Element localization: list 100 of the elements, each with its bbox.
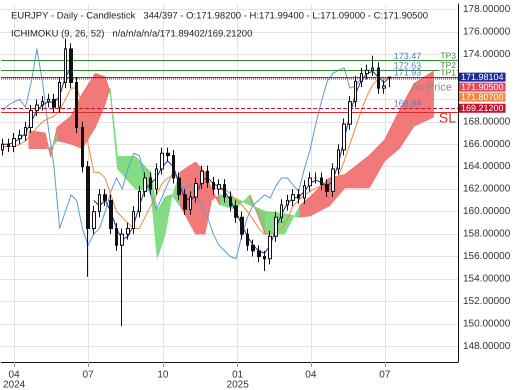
candlestick bbox=[149, 172, 152, 196]
candlestick bbox=[189, 190, 192, 216]
text: EURJPY - Daily - Candlestick 344/397 - O:171.98200 - H:171.99400 - L:171.09000 - C:171.90500 bbox=[11, 10, 428, 22]
y-tick-label: 166.00000 bbox=[463, 138, 511, 150]
x-tick-label: 07 bbox=[379, 370, 391, 380]
candlestick bbox=[223, 178, 226, 204]
candlestick bbox=[291, 188, 295, 207]
y-tick-label: 154.00000 bbox=[463, 273, 511, 284]
candlestick bbox=[115, 222, 118, 252]
y-tick-label: 158.00000 bbox=[463, 228, 511, 240]
y-tick-label: 148.00000 bbox=[463, 340, 511, 352]
ref-line-label: 171.80700 bbox=[461, 92, 504, 102]
candlestick bbox=[240, 211, 244, 240]
candlestick bbox=[177, 172, 181, 201]
candlestick bbox=[194, 177, 198, 204]
candlestick bbox=[325, 178, 329, 198]
candlestick bbox=[172, 149, 175, 184]
candlestick bbox=[280, 198, 283, 224]
candlestick bbox=[120, 228, 124, 327]
ref-line-label: TP3 bbox=[440, 50, 456, 60]
ref-line-label: 171.98104 bbox=[461, 72, 504, 82]
candlestick bbox=[246, 228, 249, 252]
candlestick bbox=[47, 93, 50, 108]
candlestick bbox=[257, 244, 261, 263]
x-tick-label: 07 bbox=[82, 370, 94, 380]
candlestick bbox=[229, 190, 232, 212]
candlestick bbox=[212, 176, 215, 196]
candlestick bbox=[320, 172, 323, 191]
candlestick bbox=[303, 180, 306, 204]
candlestick bbox=[52, 93, 56, 114]
candlestick bbox=[360, 67, 363, 88]
candlestick bbox=[103, 188, 107, 207]
ref-line-label: SL bbox=[438, 109, 456, 126]
ref-line-label: TP1 bbox=[440, 68, 456, 78]
candlestick bbox=[138, 185, 141, 218]
candlestick bbox=[155, 162, 158, 196]
candlestick bbox=[1, 138, 4, 156]
candlestick bbox=[69, 42, 73, 89]
y-tick-label: 164.00000 bbox=[463, 161, 511, 172]
candlestick bbox=[382, 80, 386, 94]
candlestick bbox=[166, 147, 170, 162]
ref-line-label: 171.90500 bbox=[461, 82, 504, 92]
candlestick bbox=[41, 96, 44, 112]
line-series bbox=[2, 48, 362, 260]
y-tick-label: 162.00000 bbox=[463, 184, 511, 195]
candlestick bbox=[365, 64, 369, 80]
candlestick bbox=[234, 200, 238, 224]
annotation: 173.47 bbox=[394, 50, 422, 61]
x-tick-label: 04 2024 bbox=[3, 370, 26, 390]
candlestick bbox=[109, 194, 113, 235]
candlestick bbox=[92, 206, 96, 235]
candlestick bbox=[29, 104, 33, 134]
candlestick bbox=[388, 76, 391, 88]
candlestick bbox=[354, 75, 357, 108]
candlestick bbox=[337, 144, 340, 176]
candlestick bbox=[217, 178, 221, 196]
y-tick-label: 150.00000 bbox=[463, 318, 511, 330]
candlestick bbox=[348, 96, 352, 130]
candlestick bbox=[200, 165, 204, 190]
y-tick-label: 174.00000 bbox=[463, 49, 511, 60]
candlestick bbox=[371, 55, 374, 76]
candlestick bbox=[35, 98, 39, 117]
candlestick bbox=[297, 188, 300, 204]
x-tick-label: 10 bbox=[157, 370, 169, 380]
candlestick bbox=[160, 147, 164, 176]
candlestick bbox=[251, 239, 255, 258]
y-tick-label: 178.00000 bbox=[463, 4, 511, 16]
x-tick-label: 01 2025 bbox=[226, 370, 250, 390]
candlestick bbox=[12, 132, 16, 153]
candlestick bbox=[314, 172, 317, 184]
candlestick bbox=[206, 165, 209, 189]
ref-line-label: 169.21200 bbox=[461, 103, 504, 114]
ref-line-label: TP2 bbox=[440, 60, 456, 70]
y-tick-label: 168.00000 bbox=[463, 116, 511, 128]
candlestick bbox=[268, 230, 272, 265]
candlestick bbox=[24, 121, 27, 142]
y-tick-label: 152.00000 bbox=[463, 296, 511, 307]
candlestick bbox=[308, 172, 312, 192]
candlestick bbox=[263, 250, 266, 272]
candlestick bbox=[183, 188, 187, 216]
x-tick-label: 04 bbox=[305, 370, 317, 380]
text: ICHIMOKU (9, 26, 52) n/a/n/a/n/a/171.89402/169.21200 bbox=[11, 28, 252, 40]
candlestick bbox=[132, 206, 135, 235]
candlestick bbox=[18, 129, 22, 145]
candlestick bbox=[58, 76, 61, 114]
candlestick bbox=[286, 194, 289, 211]
candlestick bbox=[342, 118, 346, 156]
y-tick-label: 160.00000 bbox=[463, 206, 511, 218]
candlestick bbox=[64, 38, 67, 89]
candlestick bbox=[75, 76, 78, 134]
candlestick bbox=[143, 172, 147, 198]
y-tick-label: 156.00000 bbox=[463, 251, 511, 262]
candlestick bbox=[98, 188, 101, 218]
candlestick bbox=[81, 121, 84, 173]
annotation: 172.63 bbox=[394, 60, 422, 70]
candlestick bbox=[86, 160, 90, 278]
candlestick bbox=[331, 162, 335, 198]
y-tick-label: 176.00000 bbox=[463, 26, 511, 38]
candlestick bbox=[126, 222, 130, 240]
candlestick bbox=[7, 138, 10, 153]
